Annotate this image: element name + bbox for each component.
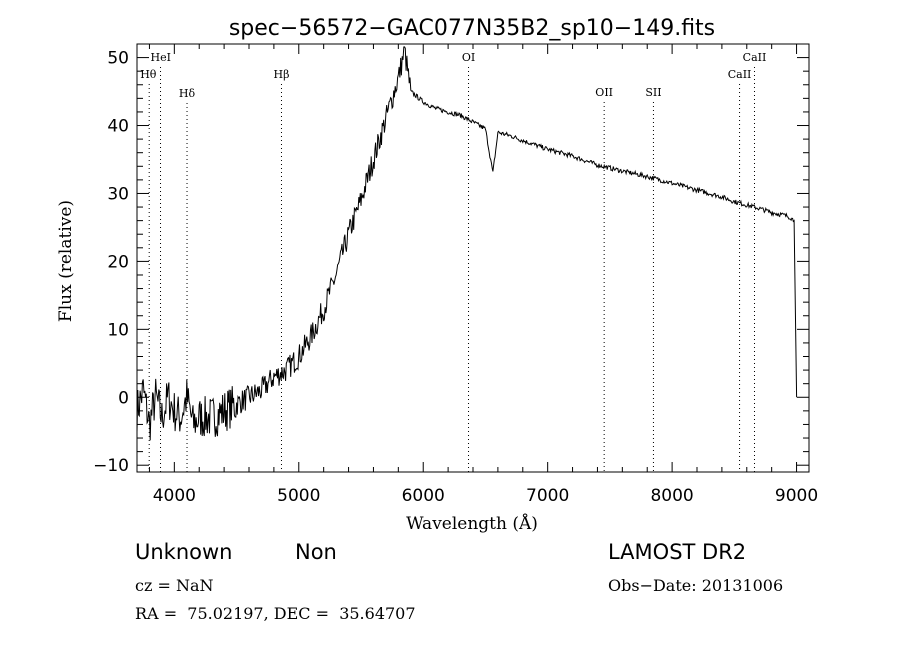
y-tick-label: 50 <box>107 49 129 69</box>
x-tick-label: 5000 <box>277 486 320 506</box>
x-tick-label: 6000 <box>402 486 445 506</box>
x-tick-label: 8000 <box>650 486 693 506</box>
y-tick-label: 40 <box>107 117 129 137</box>
y-tick-label: 20 <box>107 252 129 272</box>
x-tick-label: 9000 <box>775 486 818 506</box>
axis-ticks: 4000 5000 6000 7000 8000 9000 −10 0 10 20 30 40 50 <box>93 44 818 506</box>
info-cz: cz = NaN <box>135 576 214 595</box>
info-survey: LAMOST DR2 <box>608 540 747 564</box>
spectral-line-label: CaII <box>728 68 752 81</box>
y-tick-label: 30 <box>107 184 129 204</box>
y-tick-label: 10 <box>107 320 129 340</box>
x-tick-label: 7000 <box>526 486 569 506</box>
info-coordinates: RA = 75.02197, DEC = 35.64707 <box>135 604 416 623</box>
spectral-line-label: OII <box>595 86 613 99</box>
chart-title: spec−56572−GAC077N35B2_sp10−149.fits <box>229 16 715 41</box>
spectral-line-label: Hδ <box>179 87 196 100</box>
spectrum-line <box>136 46 798 441</box>
spectral-line-markers: HeI Hθ Hδ Hβ OI OII SII CaII CaII <box>140 51 766 472</box>
spectral-line-label: HeI <box>151 51 171 64</box>
spectral-line-label: OI <box>462 51 475 64</box>
x-axis-label: Wavelength (Å) <box>406 513 538 534</box>
y-tick-label: 0 <box>118 388 129 408</box>
info-class: Unknown <box>135 540 233 564</box>
spectral-line-label: CaII <box>743 51 767 64</box>
y-axis-label: Flux (relative) <box>56 200 76 322</box>
info-subclass: Non <box>295 540 337 564</box>
spectrum-series <box>136 46 798 441</box>
spectral-line-label: SII <box>645 86 661 99</box>
info-obs-date: Obs−Date: 20131006 <box>608 576 784 595</box>
spectral-line-label: Hβ <box>274 68 290 81</box>
y-tick-label: −10 <box>93 456 129 476</box>
spectral-line-label: Hθ <box>140 68 157 81</box>
x-tick-label: 4000 <box>153 486 196 506</box>
